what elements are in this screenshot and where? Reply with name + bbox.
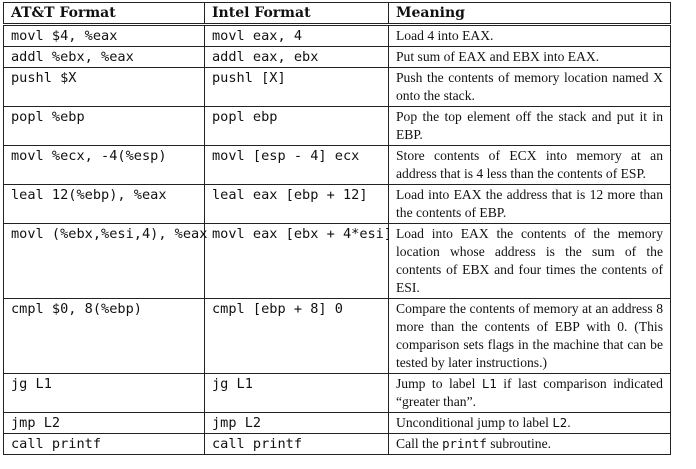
- table-row: movl (%ebx,%esi,4), %eax movl eax [ebx + …: [3, 223, 671, 299]
- meaning-cell: Put sum of EAX and EBX into EAX.: [388, 46, 671, 68]
- meaning-cell: Load into EAX the address that is 12 mor…: [388, 184, 671, 224]
- table-row: addl %ebx, %eax addl eax, ebx Put sum of E…: [3, 46, 671, 68]
- meaning-cell: Pop the top element off the stack and pu…: [388, 106, 671, 146]
- meaning-text: Jump to label: [396, 376, 482, 391]
- table-row: leal 12(%ebp), %eax leal eax [ebp + 12] Lo…: [3, 184, 671, 224]
- meaning-cell: Load 4 into EAX.: [388, 24, 671, 47]
- meaning-cell: Jump to label L1 if last comparison indi…: [388, 373, 671, 413]
- att-instruction-cell: jmp L2: [3, 412, 205, 434]
- att-instruction-cell: movl (%ebx,%esi,4), %eax: [3, 223, 207, 299]
- att-instruction-cell: popl %ebp: [3, 106, 205, 146]
- table-row: popl %ebp popl ebp Pop the top element off…: [3, 106, 671, 146]
- att-instruction-cell: movl %ecx, -4(%esp): [3, 145, 205, 185]
- table-row: jmp L2 jmp L2 Unconditional jump to label …: [3, 412, 671, 434]
- inline-code-text: printf: [442, 436, 487, 451]
- meaning-text: Store contents of ECX into memory at an …: [396, 148, 663, 181]
- header-att-format: AT&T Format: [3, 2, 205, 26]
- meaning-text: if last comparison indi­cated “greater t…: [396, 376, 663, 409]
- intel-instruction-cell: movl eax, 4: [204, 24, 389, 47]
- att-instruction-cell: leal 12(%ebp), %eax: [3, 184, 205, 224]
- intel-instruction-cell: leal eax [ebp + 12]: [204, 184, 389, 224]
- meaning-text: Call the: [396, 436, 443, 451]
- intel-instruction-cell: addl eax, ebx: [204, 46, 389, 68]
- meaning-text: subroutine.: [486, 436, 552, 451]
- meaning-text: .: [567, 415, 571, 430]
- intel-instruction-cell: jg L1: [204, 373, 389, 413]
- intel-instruction-cell: movl eax [ebx + 4*esi]: [204, 223, 392, 299]
- inline-code-text: L2: [552, 415, 568, 430]
- intel-instruction-cell: pushl [X]: [204, 67, 389, 107]
- meaning-text: Unconditional jump to label: [396, 415, 553, 430]
- header-meaning: Meaning: [388, 2, 671, 26]
- table-body: movl $4, %eax movl eax, 4 Load 4 into EAX.…: [3, 24, 671, 455]
- intel-instruction-cell: cmpl [ebp + 8] 0: [204, 298, 389, 374]
- meaning-cell: Load into EAX the contents of the mem­or…: [388, 223, 671, 299]
- att-instruction-cell: jg L1: [3, 373, 205, 413]
- assembly-format-table: AT&T Format Intel Format Meaning movl $4…: [3, 2, 671, 455]
- att-instruction-cell: pushl $X: [3, 67, 205, 107]
- intel-instruction-cell: popl ebp: [204, 106, 389, 146]
- table-row: movl %ecx, -4(%esp) movl [esp - 4] ecx Sto…: [3, 145, 671, 185]
- meaning-cell: Unconditional jump to label L2.: [388, 412, 671, 434]
- meaning-text: Compare the contents of memory at an add…: [396, 301, 663, 370]
- meaning-text: Put sum of EAX and EBX into EAX.: [396, 49, 600, 64]
- table-row: pushl $X pushl [X] Push the contents of me…: [3, 67, 671, 107]
- table-header-row: AT&T Format Intel Format Meaning: [3, 2, 671, 26]
- table-row: jg L1 jg L1 Jump to label L1 if last compa…: [3, 373, 671, 413]
- meaning-cell: Call the printf subroutine.: [388, 433, 671, 455]
- table-row: call printf call printf Call the printf su…: [3, 433, 671, 455]
- meaning-text: Pop the top element off the stack and pu…: [396, 109, 663, 142]
- meaning-cell: Compare the contents of memory at an add…: [388, 298, 671, 374]
- meaning-text: Load into EAX the contents of the mem­or…: [396, 226, 663, 295]
- table-row: movl $4, %eax movl eax, 4 Load 4 into EAX.: [3, 24, 671, 47]
- intel-instruction-cell: call printf: [204, 433, 389, 455]
- meaning-text: Push the contents of memory location nam…: [396, 70, 663, 103]
- intel-instruction-cell: movl [esp - 4] ecx: [204, 145, 389, 185]
- meaning-text: Load into EAX the address that is 12 mor…: [396, 187, 663, 220]
- att-instruction-cell: cmpl $0, 8(%ebp): [3, 298, 205, 374]
- inline-code-text: L1: [481, 376, 497, 391]
- meaning-text: Load 4 into EAX.: [396, 28, 494, 43]
- att-instruction-cell: addl %ebx, %eax: [3, 46, 205, 68]
- meaning-cell: Push the contents of memory location nam…: [388, 67, 671, 107]
- att-instruction-cell: call printf: [3, 433, 205, 455]
- intel-instruction-cell: jmp L2: [204, 412, 389, 434]
- table-row: cmpl $0, 8(%ebp) cmpl [ebp + 8] 0 Compare …: [3, 298, 671, 374]
- att-instruction-cell: movl $4, %eax: [3, 24, 205, 47]
- header-intel-format: Intel Format: [204, 2, 389, 26]
- meaning-cell: Store contents of ECX into memory at an …: [388, 145, 671, 185]
